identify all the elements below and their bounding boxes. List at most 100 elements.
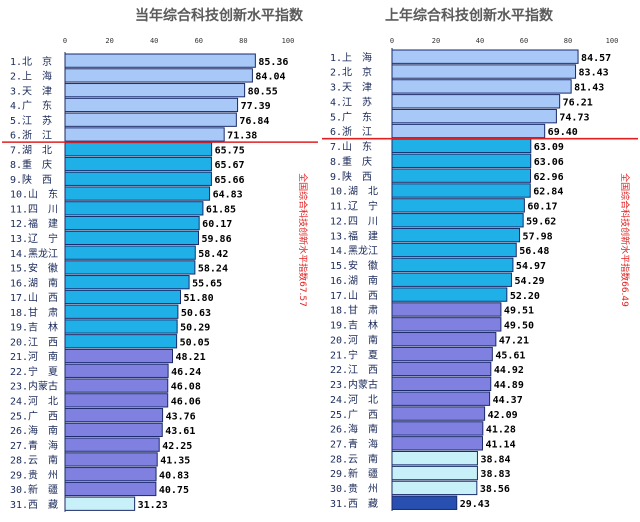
value-label: 43.76 [166, 411, 196, 422]
category-label: 10.山 东 [10, 188, 58, 201]
value-label: 44.37 [493, 395, 523, 406]
value-label-background [161, 439, 198, 451]
bar [391, 361, 492, 377]
bar [391, 495, 458, 510]
bar [391, 242, 517, 258]
value-label-background [213, 143, 250, 155]
bar [64, 53, 256, 68]
value-label-background [525, 214, 562, 226]
value-label: 42.25 [162, 441, 192, 452]
value-label: 65.67 [214, 160, 244, 171]
bar [391, 153, 532, 168]
bar [391, 138, 532, 154]
bar [391, 49, 579, 64]
category-label: 27.青 海 [10, 439, 58, 452]
bar [391, 108, 557, 124]
category-label: 28.云 南 [10, 454, 58, 467]
category-label: 18.甘 肃 [330, 304, 378, 317]
category-label: 26.海 南 [10, 424, 58, 437]
value-label: 59.62 [526, 216, 556, 227]
value-label-background [497, 333, 534, 345]
bar [391, 168, 532, 183]
category-label: 18.甘 肃 [10, 306, 58, 319]
national-index-annotation: 全国综合科技创新水平指数67.57 [297, 173, 309, 307]
bar [391, 287, 508, 302]
category-label: 21.河 南 [10, 350, 58, 363]
value-label: 76.21 [563, 97, 593, 108]
value-label: 50.29 [180, 323, 210, 334]
value-label-background [484, 437, 521, 449]
bar [64, 334, 178, 349]
bar [64, 289, 182, 305]
value-label-background [532, 184, 569, 197]
category-label: 8.重 庆 [10, 158, 52, 171]
value-label: 41.35 [160, 456, 190, 467]
category-label: 25.广 西 [330, 409, 378, 421]
value-label-background [136, 498, 173, 510]
value-label-background [573, 80, 610, 93]
category-label: 14.黑龙江 [10, 247, 58, 260]
value-label: 41.14 [486, 439, 516, 450]
bar [64, 378, 169, 393]
chart-title: 上年综合科技创新水平指数 [385, 7, 554, 24]
x-tick-label: 100 [282, 37, 295, 45]
bar [64, 112, 237, 127]
value-label: 71.38 [227, 131, 257, 142]
category-label: 8.重 庆 [330, 155, 372, 168]
category-label: 5.广 东 [330, 110, 372, 123]
category-label: 2.北 京 [330, 66, 372, 79]
category-label: 29.新 疆 [330, 467, 378, 480]
value-label: 45.61 [495, 350, 525, 361]
bar [64, 363, 169, 378]
category-label: 31.西 藏 [330, 498, 378, 510]
value-label: 44.92 [494, 365, 524, 376]
category-label: 3.天 津 [10, 85, 52, 97]
value-label: 58.42 [198, 249, 228, 260]
value-label-background [211, 187, 248, 200]
value-label: 51.80 [184, 293, 214, 304]
value-label: 38.83 [480, 469, 510, 480]
x-tick-label: 20 [432, 37, 440, 45]
value-label: 84.57 [581, 53, 611, 64]
value-label: 62.96 [534, 172, 564, 183]
bar [391, 272, 512, 287]
value-label-background [532, 140, 569, 152]
value-label-background [492, 363, 529, 375]
value-label-background [158, 468, 195, 480]
value-label-background [246, 84, 283, 96]
value-label: 54.97 [516, 261, 546, 272]
x-tick-label: 80 [564, 37, 572, 45]
bar [64, 156, 212, 172]
x-tick-label: 60 [520, 37, 528, 45]
value-label-background [200, 232, 237, 244]
bar [64, 481, 157, 497]
value-label-background [532, 169, 569, 182]
value-label: 81.43 [574, 83, 604, 94]
category-label: 9.陕 西 [330, 170, 372, 183]
category-label: 19.吉 林 [330, 319, 378, 332]
category-label: 2.上 海 [10, 70, 52, 83]
category-label: 30.贵 州 [330, 482, 378, 495]
value-label: 40.83 [159, 470, 189, 481]
bar [391, 317, 502, 332]
value-label-background [502, 318, 539, 331]
value-label-background [521, 229, 558, 241]
value-label-background [157, 483, 194, 495]
bar [391, 183, 531, 198]
bar [391, 376, 492, 392]
bar [64, 97, 239, 113]
value-label-background [178, 335, 215, 347]
value-label-background [174, 350, 211, 362]
value-label-background [479, 467, 516, 479]
value-label-background [191, 276, 228, 288]
value-label-background [170, 365, 207, 377]
bar [64, 407, 164, 423]
category-label: 5.江 苏 [10, 114, 52, 127]
value-label: 46.08 [171, 382, 201, 393]
x-tick-label: 40 [476, 37, 484, 45]
category-label: 14.黑龙江 [330, 244, 378, 257]
value-label: 29.43 [460, 499, 490, 510]
national-index-annotation: 全国综合科技创新水平指数66.49 [619, 173, 631, 307]
value-label: 59.86 [201, 234, 231, 245]
value-label: 49.50 [504, 321, 534, 332]
